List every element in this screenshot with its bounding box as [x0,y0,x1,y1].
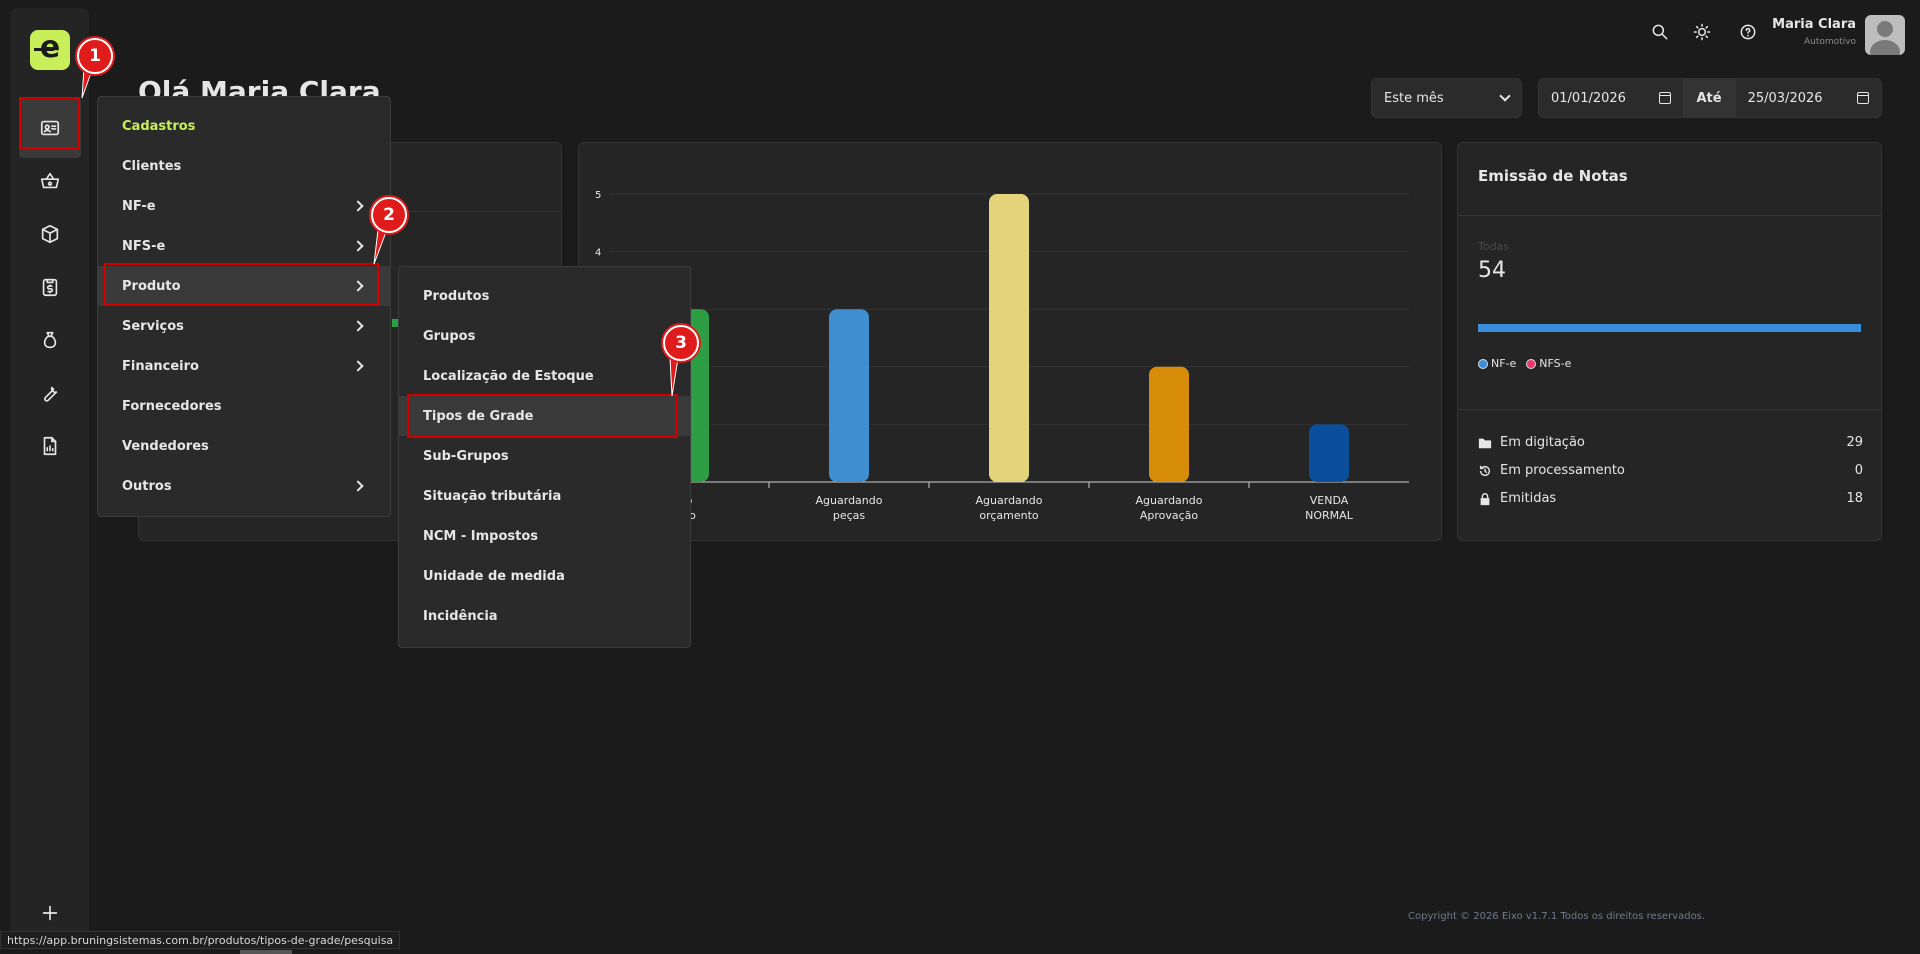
submenu-item-0[interactable]: Produtos [423,288,490,304]
period-select-value: Este mês [1384,90,1444,106]
clipboard-dollar-icon[interactable] [32,269,68,305]
folder-icon [1478,438,1492,448]
submenu-item-7[interactable]: Unidade de medida [423,568,565,584]
annotation-badge-1: 1 [77,38,113,74]
date-to-input[interactable]: 25/03/2026 [1736,79,1881,117]
notas-card: Emissão de Notas Todas 54 NF-e NFS-e Em … [1457,142,1882,541]
notas-title: Emissão de Notas [1478,167,1628,185]
annotation-box-3 [407,394,678,438]
notas-legend: NF-e NFS-e [1478,357,1571,370]
legend-item-nfse[interactable]: NFS-e [1526,357,1571,370]
submenu-item-5[interactable]: Situação tributária [423,488,562,504]
status-chart-card: 45odoAguardandopeçasAguardandoorçamentoA… [578,142,1442,541]
x-tick-label: Aprovação [1140,509,1199,522]
card-divider [1458,215,1881,216]
date-range: 01/01/2026 Até 25/03/2026 [1538,78,1882,118]
calendar-icon[interactable] [1857,92,1869,104]
x-tick-label: Aguardando [1136,494,1203,507]
notas-progress-bar [1478,324,1861,332]
legend-item-nfe[interactable]: NF-e [1478,357,1516,370]
annotation-pointers [81,67,679,397]
y-tick-label: 5 [595,190,601,201]
annotation-box-2 [104,263,379,306]
green-indicator [392,319,400,327]
notas-all-value: 54 [1478,258,1506,283]
menu-item-nf-e[interactable]: NF-e [98,186,390,226]
history-icon [1479,465,1491,476]
lock-icon [1480,492,1490,505]
submenu-item-4[interactable]: Sub-Grupos [423,448,509,464]
submenu-item-8[interactable]: Incidência [423,608,498,624]
submenu-item-1[interactable]: Grupos [423,328,476,344]
stat-row-digitacao: Em digitação 29 [1478,435,1863,450]
avatar[interactable] [1865,15,1905,55]
stat-row-processamento: Em processamento 0 [1478,463,1863,478]
status-bar-url: https://app.bruningsistemas.com.br/produ… [0,931,401,949]
produto-submenu: Produtos Grupos Localização de Estoque Tipo… [398,266,691,648]
plus-icon[interactable] [32,895,68,931]
x-tick-label: VENDA [1310,494,1349,507]
user-role: Automotivo [1803,37,1856,47]
cadastros-menu: Cadastros Clientes NF-e NFS-e Produto Serviç… [97,96,391,517]
status-bar-chart: 45odoAguardandopeçasAguardandoorçamentoA… [595,190,1409,522]
menu-item-nfs-e[interactable]: NFS-e [98,226,390,266]
x-tick-label: NORMAL [1305,509,1354,522]
sidebar: e [10,8,89,943]
wrench-icon[interactable] [32,375,68,411]
chart-bar[interactable] [829,309,869,482]
chevron-down-icon [1499,90,1511,102]
annotation-box-1 [19,97,80,149]
submenu-item-6[interactable]: NCM - Impostos [423,528,539,544]
x-tick-label: orçamento [979,509,1039,522]
chart-bar[interactable] [1149,366,1189,482]
card-divider [1458,409,1881,410]
user-name[interactable]: Maria Clara [1772,17,1856,32]
submenu-item-2[interactable]: Localização de Estoque [423,368,594,384]
calendar-icon[interactable] [1658,92,1671,104]
date-separator: Até [1682,79,1736,117]
menu-item-servi-os[interactable]: Serviços [98,306,390,346]
annotation-badge-2: 2 [371,197,407,233]
report-icon[interactable] [32,428,68,464]
legend-dot [1526,358,1537,369]
annotation-badge-3: 3 [663,325,699,361]
horizontal-scrollbar[interactable] [240,950,292,954]
y-tick-label: 4 [595,248,601,259]
footer-copyright: Copyright © 2026 Eixo v1.7.1 Todos os di… [1408,911,1706,922]
menu-item-fornecedores[interactable]: Fornecedores [122,398,222,414]
id-card-icon[interactable] [32,110,68,146]
chevron-right-icon [352,480,364,492]
period-select[interactable]: Este mês [1371,78,1522,118]
search-icon[interactable] [1648,20,1672,44]
x-tick-label: peças [833,509,866,522]
legend-dot [1478,358,1488,369]
menu-item-produto[interactable]: Produto [98,266,390,306]
date-from-input[interactable]: 01/01/2026 [1539,79,1683,117]
menu-title-cadastros: Cadastros [122,118,196,134]
stat-row-emitidas: Emitidas 18 [1478,491,1863,506]
menu-item-outros[interactable]: Outros [98,466,390,506]
box-icon[interactable] [32,216,68,252]
help-icon[interactable] [1736,20,1760,44]
chart-bar[interactable] [989,194,1029,482]
submenu-item-3[interactable]: Tipos de Grade [399,396,690,436]
menu-item-vendedores[interactable]: Vendedores [122,438,209,454]
x-tick-label: Aguardando [816,494,883,507]
basket-icon[interactable] [32,163,68,199]
menu-item-clientes[interactable]: Clientes [122,158,182,174]
notas-all-label: Todas [1478,240,1510,253]
money-bag-icon[interactable] [32,322,68,358]
x-tick-label: Aguardando [976,494,1043,507]
app-logo[interactable]: e [30,30,70,70]
chart-bar[interactable] [1309,424,1349,482]
sun-icon[interactable] [1690,20,1714,44]
menu-item-financeiro[interactable]: Financeiro [98,346,390,386]
